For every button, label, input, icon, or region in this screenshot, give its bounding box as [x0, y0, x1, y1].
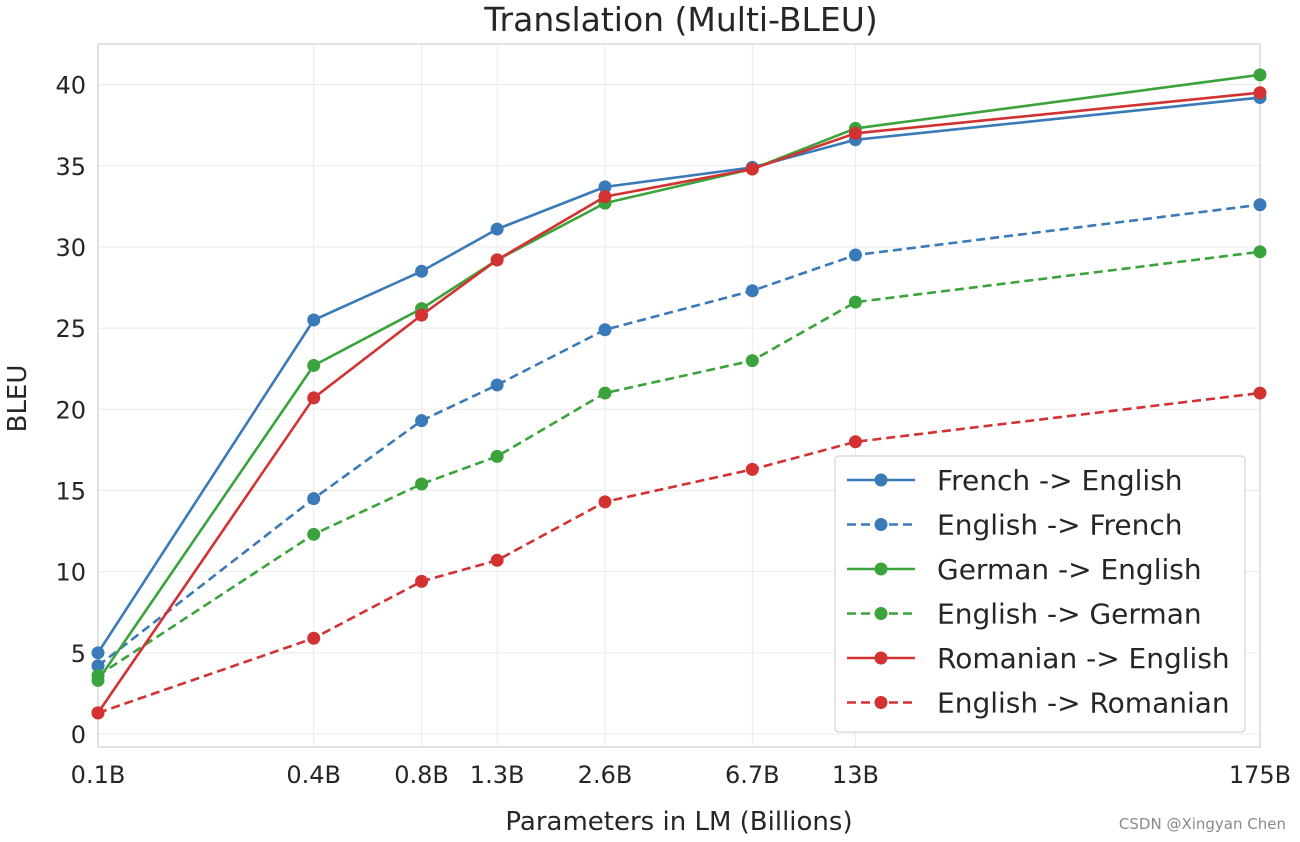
data-point: [490, 222, 504, 236]
data-point: [745, 284, 759, 298]
y-tick-label: 35: [55, 153, 86, 181]
data-point: [490, 253, 504, 267]
data-point: [490, 449, 504, 463]
data-point: [1253, 198, 1267, 212]
x-tick-label: 13B: [832, 761, 879, 789]
legend-box: [834, 455, 1246, 733]
data-point: [745, 462, 759, 476]
data-point: [598, 180, 612, 194]
x-tick-label: 0.1B: [71, 761, 126, 789]
legend-label: English -> French: [937, 509, 1183, 542]
legend-item: French -> English: [847, 464, 1183, 497]
data-point: [1253, 245, 1267, 259]
data-point: [91, 646, 105, 660]
legend-label: German -> English: [937, 553, 1202, 586]
y-tick-label: 30: [55, 234, 86, 262]
data-point: [307, 527, 321, 541]
legend-item: Romanian -> English: [847, 642, 1230, 675]
series-5: [91, 386, 1267, 720]
series-0: [91, 91, 1267, 660]
y-tick-label: 5: [71, 640, 86, 668]
x-tick-label: 0.4B: [286, 761, 341, 789]
legend-marker: [874, 473, 888, 487]
y-tick-label: 10: [55, 559, 86, 587]
legend-item: English -> Romanian: [847, 687, 1230, 720]
legend-label: Romanian -> English: [937, 642, 1230, 675]
legend-marker: [874, 651, 888, 665]
data-point: [848, 295, 862, 309]
data-point: [490, 378, 504, 392]
data-point: [307, 492, 321, 506]
x-tick-label: 175B: [1229, 761, 1291, 789]
data-point: [848, 435, 862, 449]
y-tick-label: 20: [55, 396, 86, 424]
y-tick-label: 0: [71, 721, 86, 749]
data-point: [848, 248, 862, 262]
data-point: [745, 162, 759, 176]
data-point: [490, 553, 504, 567]
data-point: [307, 631, 321, 645]
legend-item: English -> German: [847, 598, 1202, 631]
x-tick-labels: 0.1B 0.4B 0.8B 1.3B 2.6B 6.7B 13B 175B: [71, 761, 1291, 789]
series-line: [96, 96, 1261, 654]
x-tick-label: 0.8B: [394, 761, 449, 789]
series-4: [91, 86, 1267, 720]
watermark: CSDN @Xingyan Chen: [1119, 815, 1286, 833]
data-point: [415, 414, 429, 428]
data-point: [307, 358, 321, 372]
data-point: [1253, 86, 1267, 100]
legend-label: French -> English: [937, 464, 1183, 497]
x-tick-label: 1.3B: [470, 761, 525, 789]
data-point: [848, 126, 862, 140]
data-point: [1253, 68, 1267, 82]
series-line: [96, 73, 1261, 682]
data-point: [91, 659, 105, 673]
x-tick-label: 6.7B: [725, 761, 780, 789]
y-tick-label: 40: [55, 72, 86, 100]
data-point: [91, 706, 105, 720]
legend-marker: [874, 562, 888, 576]
series-1: [91, 198, 1267, 673]
legend-item: English -> French: [847, 509, 1183, 542]
legend-marker: [874, 696, 888, 709]
legend-item: German -> English: [847, 553, 1202, 586]
data-point: [598, 386, 612, 400]
series-layer: [91, 68, 1267, 720]
data-point: [598, 190, 612, 204]
series-line: [97, 203, 1261, 667]
series-line: [97, 391, 1261, 715]
legend-marker: [874, 607, 888, 620]
series-line: [96, 91, 1261, 714]
data-point: [415, 308, 429, 322]
x-axis-label: Parameters in LM (Billions): [505, 807, 852, 837]
legend: French -> English English -> French German…: [834, 455, 1246, 733]
data-point: [415, 477, 429, 491]
data-point: [598, 495, 612, 509]
data-point: [307, 313, 321, 327]
data-point: [1253, 386, 1267, 400]
legend-label: English -> Romanian: [937, 687, 1230, 720]
y-tick-labels: 0 5 10 15 20 25 30 35 40: [55, 72, 86, 749]
y-tick-label: 15: [55, 477, 86, 505]
x-tick-label: 2.6B: [578, 761, 633, 789]
series-line: [97, 250, 1261, 677]
data-point: [307, 391, 321, 405]
data-point: [415, 574, 429, 588]
chart-title: Translation (Multi-BLEU): [483, 0, 877, 39]
y-axis-label: BLEU: [3, 365, 33, 433]
series-3: [91, 245, 1267, 683]
data-point: [415, 264, 429, 278]
data-point: [598, 323, 612, 337]
y-tick-label: 25: [55, 315, 86, 343]
legend-label: English -> German: [937, 598, 1202, 631]
legend-marker: [874, 518, 888, 531]
data-point: [91, 669, 105, 683]
data-point: [745, 354, 759, 368]
